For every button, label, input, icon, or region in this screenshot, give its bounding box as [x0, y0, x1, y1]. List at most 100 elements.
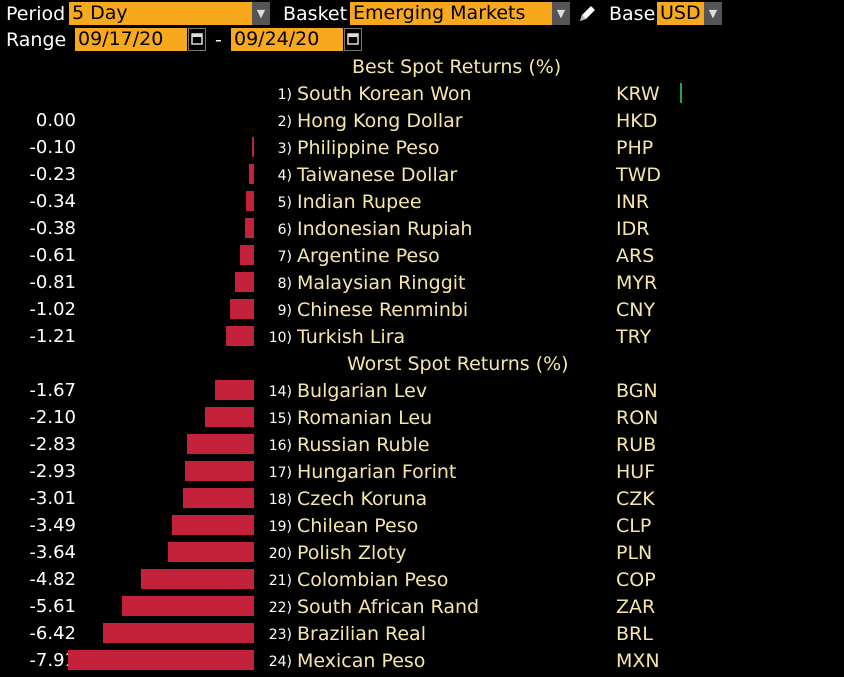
row-rank: 23): [268, 627, 292, 643]
currency-name[interactable]: Colombian Peso: [297, 569, 449, 591]
return-bar: [249, 164, 254, 184]
return-bar: [172, 515, 254, 535]
row-value: -6.42: [29, 623, 76, 644]
row-rank: 8): [277, 276, 292, 292]
currency-name[interactable]: Philippine Peso: [297, 137, 440, 159]
row-value: -7.91: [29, 650, 76, 671]
currency-code[interactable]: IDR: [616, 218, 650, 240]
range-start-input[interactable]: 09/17/20: [75, 28, 187, 51]
currency-code[interactable]: HUF: [616, 461, 656, 483]
currency-code[interactable]: RON: [616, 407, 659, 429]
row-rank: 17): [268, 465, 292, 481]
chevron-down-icon[interactable]: ▼: [552, 2, 570, 25]
return-bar: [103, 623, 254, 643]
currency-name[interactable]: Indian Rupee: [297, 191, 422, 213]
currency-name[interactable]: Russian Ruble: [297, 434, 430, 456]
base-label: Base: [609, 3, 656, 25]
currency-name[interactable]: Polish Zloty: [297, 542, 407, 564]
currency-code[interactable]: KRW: [616, 83, 660, 105]
row-value: -2.83: [29, 434, 76, 455]
currency-name[interactable]: Chilean Peso: [297, 515, 419, 537]
base-select[interactable]: USD: [657, 2, 704, 25]
return-bar: [168, 542, 254, 562]
row-rank: 7): [277, 249, 292, 265]
row-value: -1.02: [29, 299, 76, 320]
currency-name[interactable]: Brazilian Real: [297, 623, 426, 645]
row-value: 0.00: [35, 110, 76, 131]
currency-code[interactable]: TWD: [616, 164, 662, 186]
row-value: -0.38: [29, 218, 76, 239]
basket-label: Basket: [283, 3, 348, 25]
row-rank: 15): [268, 411, 292, 427]
row-rank: 1): [277, 87, 292, 103]
currency-code[interactable]: PLN: [616, 542, 653, 564]
row-rank: 24): [268, 654, 292, 670]
period-select[interactable]: 5 Day: [69, 2, 252, 25]
currency-name[interactable]: Malaysian Ringgit: [297, 272, 466, 294]
currency-name[interactable]: Turkish Lira: [297, 326, 406, 348]
best-returns-title: Best Spot Returns (%): [352, 56, 562, 78]
currency-name[interactable]: Bulgarian Lev: [297, 380, 428, 402]
currency-name[interactable]: Indonesian Rupiah: [297, 218, 473, 240]
calendar-icon[interactable]: [188, 28, 206, 51]
row-rank: 20): [268, 546, 292, 562]
range-label: Range: [6, 29, 67, 51]
range-separator: -: [215, 29, 222, 51]
row-value: -2.10: [29, 407, 76, 428]
range-end-input[interactable]: 09/24/20: [231, 28, 343, 51]
row-rank: 4): [277, 168, 292, 184]
currency-name[interactable]: Czech Koruna: [297, 488, 428, 510]
currency-code[interactable]: PHP: [616, 137, 654, 159]
currency-code[interactable]: INR: [616, 191, 650, 213]
row-value: -4.82: [29, 569, 76, 590]
currency-code[interactable]: ZAR: [616, 596, 656, 618]
return-bar: [183, 488, 254, 508]
return-bar: [68, 650, 254, 670]
currency-name[interactable]: Chinese Renminbi: [297, 299, 469, 321]
currency-code[interactable]: BGN: [616, 380, 658, 402]
currency-name[interactable]: Taiwanese Dollar: [297, 164, 458, 186]
return-bar: [230, 299, 254, 319]
currency-code[interactable]: HKD: [616, 110, 658, 132]
return-bar: [680, 83, 682, 103]
currency-code[interactable]: MXN: [616, 650, 660, 672]
row-rank: 9): [277, 303, 292, 319]
row-rank: 5): [277, 195, 292, 211]
currency-name[interactable]: Hong Kong Dollar: [297, 110, 463, 132]
currency-name[interactable]: Hungarian Forint: [297, 461, 457, 483]
currency-code[interactable]: BRL: [616, 623, 653, 645]
currency-code[interactable]: RUB: [616, 434, 657, 456]
currency-name[interactable]: Romanian Leu: [297, 407, 433, 429]
chevron-down-icon[interactable]: ▼: [252, 2, 270, 25]
return-bar: [122, 596, 254, 616]
currency-name[interactable]: Mexican Peso: [297, 650, 426, 672]
chevron-down-icon[interactable]: ▼: [704, 2, 722, 25]
row-rank: 21): [268, 573, 292, 589]
basket-select[interactable]: Emerging Markets: [350, 2, 552, 25]
row-rank: 3): [277, 141, 292, 157]
return-bar: [185, 461, 254, 481]
currency-name[interactable]: South African Rand: [297, 596, 480, 618]
row-rank: 18): [268, 492, 292, 508]
currency-code[interactable]: CNY: [616, 299, 656, 321]
return-bar: [245, 218, 254, 238]
row-rank: 14): [268, 384, 292, 400]
row-value: -3.01: [29, 488, 76, 509]
return-bar: [240, 245, 254, 265]
row-value: -1.21: [29, 326, 76, 347]
pencil-icon[interactable]: [576, 3, 598, 25]
currency-code[interactable]: CLP: [616, 515, 652, 537]
currency-code[interactable]: TRY: [616, 326, 652, 348]
row-rank: 22): [268, 600, 292, 616]
currency-code[interactable]: ARS: [616, 245, 655, 267]
row-rank: 2): [277, 114, 292, 130]
currency-code[interactable]: MYR: [616, 272, 658, 294]
row-value: -1.67: [29, 380, 76, 401]
return-bar: [246, 191, 254, 211]
currency-code[interactable]: CZK: [616, 488, 655, 510]
currency-name[interactable]: South Korean Won: [297, 83, 472, 105]
currency-name[interactable]: Argentine Peso: [297, 245, 440, 267]
currency-code[interactable]: COP: [616, 569, 656, 591]
row-value: -2.93: [29, 461, 76, 482]
calendar-icon[interactable]: [344, 28, 362, 51]
